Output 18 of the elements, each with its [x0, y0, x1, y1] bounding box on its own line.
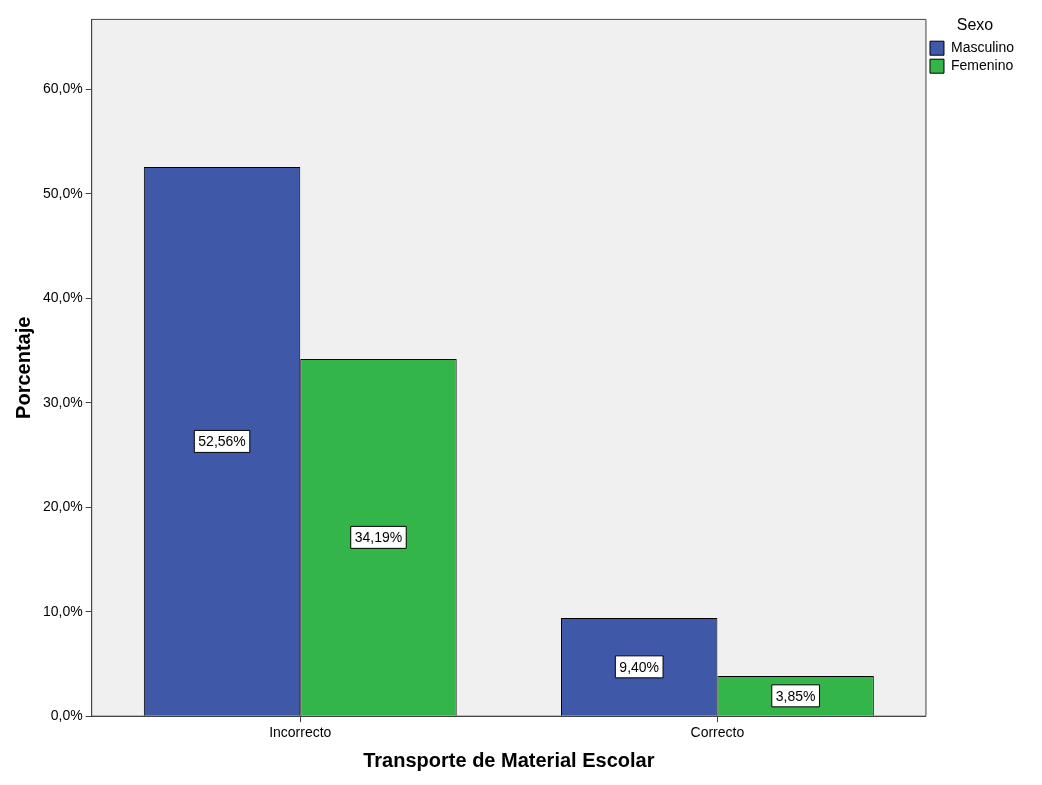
data-label: 3,85%	[775, 687, 816, 704]
y-axis-title: Porcentaje	[11, 316, 34, 419]
legend-title: Sexo	[956, 16, 994, 34]
legend-label: Masculino	[950, 39, 1015, 56]
legend-label: Femenino	[950, 57, 1014, 74]
data-label: 34,19%	[354, 529, 403, 546]
y-tick-label: 50,0%	[42, 184, 83, 201]
y-tick-label: 40,0%	[42, 289, 83, 306]
data-label: 9,40%	[619, 658, 660, 675]
x-tick-label: Incorrecto	[269, 724, 332, 741]
y-tick-label: 10,0%	[42, 602, 83, 619]
y-tick-label: 30,0%	[42, 393, 83, 410]
x-tick-label: Correcto	[690, 724, 745, 741]
data-label: 52,56%	[198, 433, 246, 450]
y-tick-label: 20,0%	[42, 498, 83, 515]
y-tick-label: 0,0%	[50, 707, 83, 724]
x-axis-title: Transporte de Material Escolar	[363, 748, 655, 771]
y-tick-label: 60,0%	[42, 80, 83, 97]
